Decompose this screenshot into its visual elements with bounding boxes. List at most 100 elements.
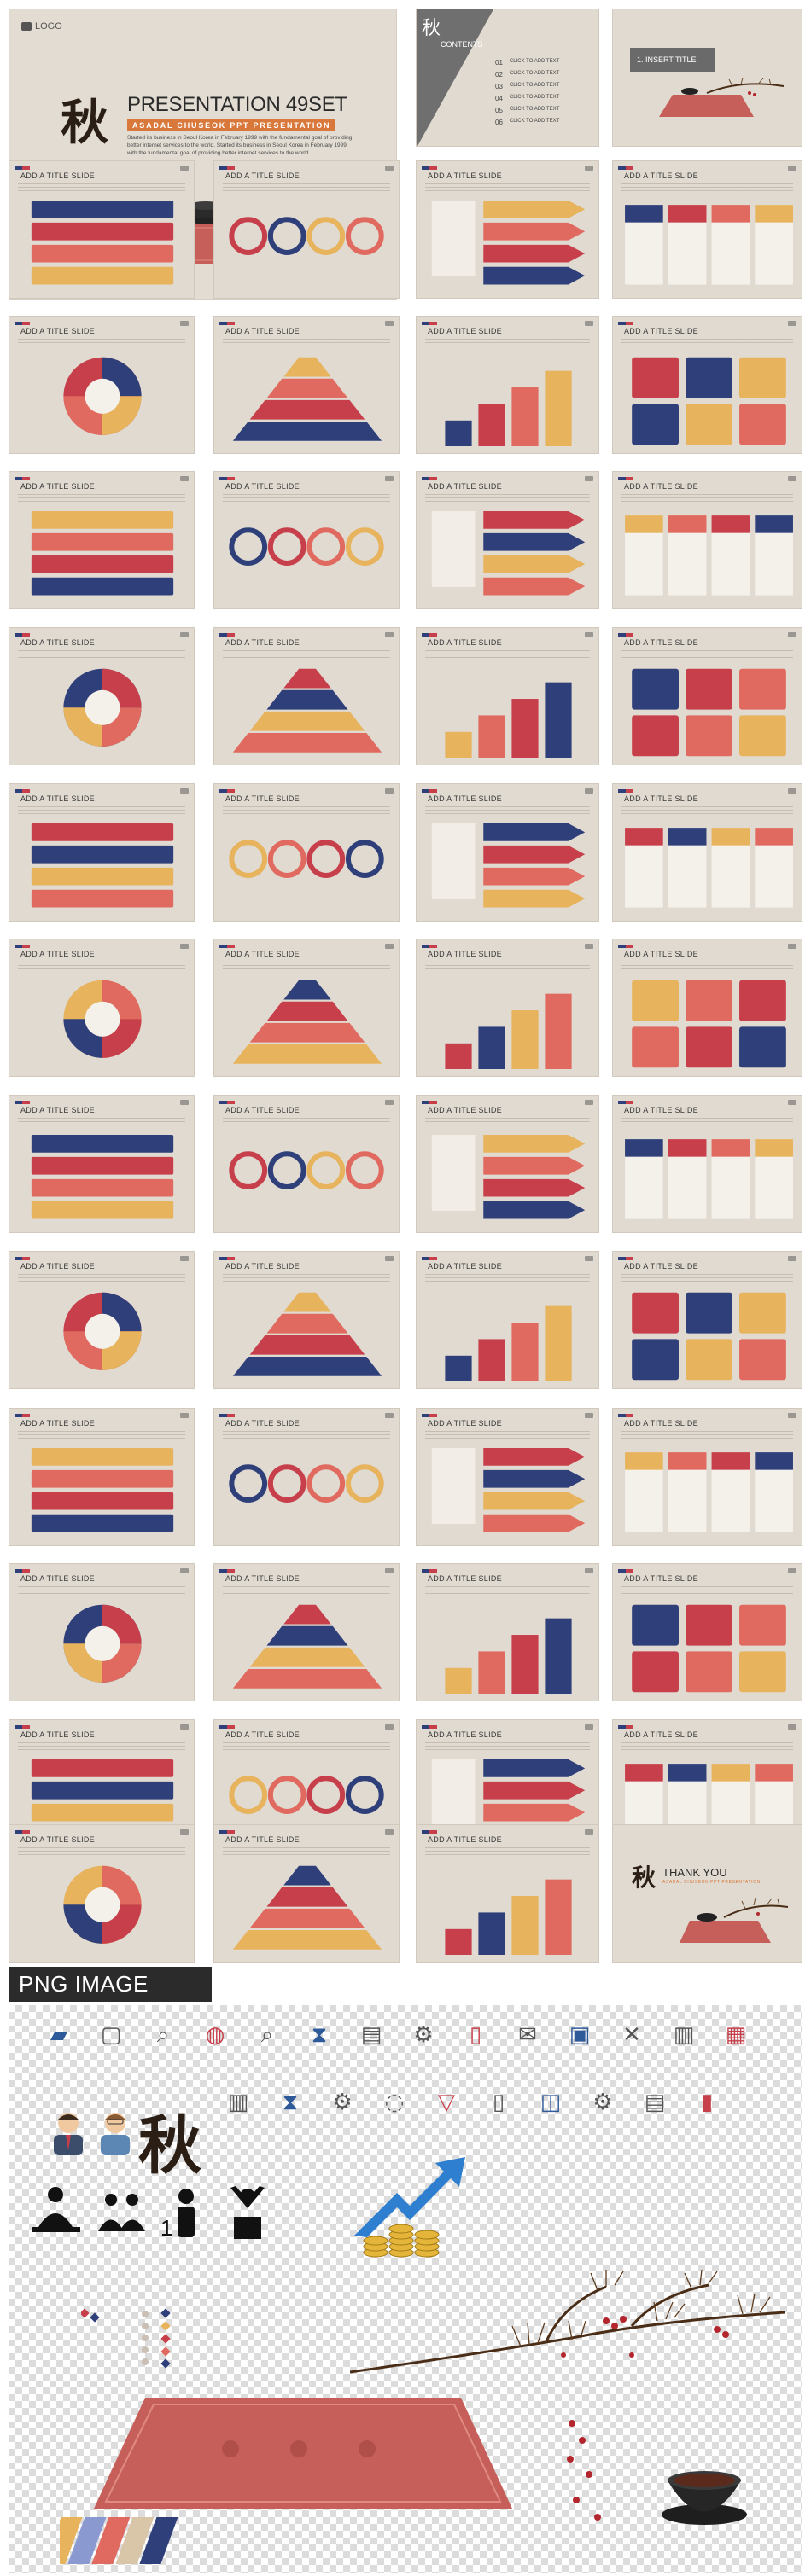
content-slide-thumbnail[interactable]: ADD A TITLE SLIDE <box>213 316 400 454</box>
flag-bar <box>219 1569 235 1573</box>
magnifier-icon: ⌕ <box>156 2021 170 2048</box>
content-slide-thumbnail[interactable]: ADD A TITLE SLIDE <box>213 627 400 765</box>
contents-item[interactable]: 02 CLICK TO ADD TEXT <box>495 71 560 79</box>
tablet-icon: ▣ <box>569 2022 591 2048</box>
flag-bar <box>219 166 235 170</box>
flag-bar <box>422 322 437 325</box>
document-icon: ▤ <box>360 2022 382 2048</box>
slide-title: ADD A TITLE SLIDE <box>20 327 95 335</box>
slide-logo-icon <box>585 1724 593 1730</box>
contents-item[interactable]: 01 CLICK TO ADD TEXT <box>495 59 560 67</box>
content-slide-thumbnail[interactable]: ADD A TITLE SLIDE <box>213 471 400 609</box>
content-slide-thumbnail[interactable]: ADD A TITLE SLIDE <box>416 160 599 299</box>
slide-graphic <box>63 1865 142 1944</box>
slide-body-text <box>425 339 590 347</box>
content-slide-thumbnail[interactable]: ADD A TITLE SLIDE <box>9 316 195 454</box>
content-slide-thumbnail[interactable]: ADD A TITLE SLIDE <box>9 939 195 1077</box>
content-slide-thumbnail[interactable]: ADD A TITLE SLIDE <box>612 316 802 454</box>
content-slide-thumbnail[interactable]: ADD A TITLE SLIDE <box>9 627 195 765</box>
slide-body-text <box>621 339 793 347</box>
content-slide-thumbnail[interactable]: ADD A TITLE SLIDE <box>213 1563 400 1701</box>
slide-body-text <box>621 650 793 659</box>
content-slide-thumbnail[interactable]: ADD A TITLE SLIDE <box>9 1824 195 1963</box>
slide-body-text <box>223 494 390 503</box>
thank-you-slide[interactable]: 秋 THANK YOU ASADAL CHUSEOK PPT PRESENTAT… <box>612 1824 802 1963</box>
flag-bar <box>15 166 30 170</box>
flag-bar <box>422 166 437 170</box>
slide-logo-icon <box>180 476 189 481</box>
slide-title: ADD A TITLE SLIDE <box>428 1574 502 1583</box>
content-slide-thumbnail[interactable]: ADD A TITLE SLIDE <box>416 1251 599 1389</box>
content-slide-thumbnail[interactable]: ADD A TITLE SLIDE <box>9 1408 195 1546</box>
content-slide-thumbnail[interactable]: ADD A TITLE SLIDE <box>9 1095 195 1233</box>
content-slide-thumbnail[interactable]: ADD A TITLE SLIDE <box>213 1824 400 1963</box>
flag-bar <box>15 1414 30 1417</box>
content-slide-thumbnail[interactable]: ADD A TITLE SLIDE <box>416 627 599 765</box>
flag-bar <box>219 789 235 793</box>
content-slide-thumbnail[interactable]: ADD A TITLE SLIDE <box>416 1408 599 1546</box>
content-slide-thumbnail[interactable]: ADD A TITLE SLIDE <box>612 1563 802 1701</box>
content-slide-thumbnail[interactable]: ADD A TITLE SLIDE <box>612 160 802 299</box>
slide-logo-icon <box>385 1724 394 1730</box>
color-swatch-tags <box>81 2308 171 2369</box>
slide-title: ADD A TITLE SLIDE <box>428 172 502 180</box>
slide-body-text <box>425 1274 590 1282</box>
content-slide-thumbnail[interactable]: ADD A TITLE SLIDE <box>612 471 802 609</box>
slide-title: ADD A TITLE SLIDE <box>428 1106 502 1114</box>
content-slide-thumbnail[interactable]: ADD A TITLE SLIDE <box>213 160 400 299</box>
contents-calligraphy: 秋 <box>422 18 441 39</box>
slide-body-text <box>223 339 390 347</box>
slide-logo-icon <box>585 1100 593 1105</box>
content-slide-thumbnail[interactable]: ADD A TITLE SLIDE <box>416 783 599 922</box>
contents-item[interactable]: 04 CLICK TO ADD TEXT <box>495 95 560 102</box>
flag-bar <box>422 1569 437 1573</box>
content-slide-thumbnail[interactable]: ADD A TITLE SLIDE <box>9 160 195 299</box>
contents-slide[interactable]: 秋 CONTENTS 01 CLICK TO ADD TEXT 02 CLICK T… <box>416 9 599 147</box>
slide-title: ADD A TITLE SLIDE <box>428 327 502 335</box>
slide-title: ADD A TITLE SLIDE <box>624 638 698 647</box>
slide-logo-icon <box>585 788 593 794</box>
content-slide-thumbnail[interactable]: ADD A TITLE SLIDE <box>416 316 599 454</box>
content-slide-thumbnail[interactable]: ADD A TITLE SLIDE <box>612 1095 802 1233</box>
content-slide-thumbnail[interactable]: ADD A TITLE SLIDE <box>9 783 195 922</box>
contents-list: 01 CLICK TO ADD TEXT 02 CLICK TO ADD TEXT … <box>495 59 559 131</box>
contents-item[interactable]: 06 CLICK TO ADD TEXT <box>495 119 560 126</box>
content-slide-thumbnail[interactable]: ADD A TITLE SLIDE <box>416 1824 599 1963</box>
flag-bar <box>422 1101 437 1104</box>
content-slide-thumbnail[interactable]: ADD A TITLE SLIDE <box>416 1095 599 1233</box>
content-slide-thumbnail[interactable]: ADD A TITLE SLIDE <box>213 939 400 1077</box>
content-slide-thumbnail[interactable]: ADD A TITLE SLIDE <box>416 471 599 609</box>
slide-body-text <box>223 1742 390 1751</box>
content-slide-thumbnail[interactable]: ADD A TITLE SLIDE <box>612 1251 802 1389</box>
content-slide-thumbnail[interactable]: ADD A TITLE SLIDE <box>612 939 802 1077</box>
content-slide-thumbnail[interactable]: ADD A TITLE SLIDE <box>9 1563 195 1701</box>
content-slide-thumbnail[interactable]: ADD A TITLE SLIDE <box>9 471 195 609</box>
slide-graphic <box>232 668 382 753</box>
content-slide-thumbnail[interactable]: ADD A TITLE SLIDE <box>9 1251 195 1389</box>
content-slide-thumbnail[interactable]: ADD A TITLE SLIDE <box>612 783 802 922</box>
content-slide-thumbnail[interactable]: ADD A TITLE SLIDE <box>416 939 599 1077</box>
slide-title: ADD A TITLE SLIDE <box>20 638 95 647</box>
content-slide-thumbnail[interactable]: ADD A TITLE SLIDE <box>612 1408 802 1546</box>
slide-body-text <box>223 650 390 659</box>
content-slide-thumbnail[interactable]: ADD A TITLE SLIDE <box>213 783 400 922</box>
contents-item[interactable]: 05 CLICK TO ADD TEXT <box>495 107 560 114</box>
globe-icon: ◍ <box>205 2022 225 2048</box>
section-title-slide[interactable]: 1. INSERT TITLE <box>612 9 802 147</box>
slide-body-text <box>425 494 590 503</box>
flag-bar <box>15 322 30 325</box>
content-slide-thumbnail[interactable]: ADD A TITLE SLIDE <box>213 1095 400 1233</box>
flag-bar <box>15 945 30 948</box>
content-slide-thumbnail[interactable]: ADD A TITLE SLIDE <box>213 1408 400 1546</box>
slide-body-text <box>425 650 590 659</box>
content-slide-thumbnail[interactable]: ADD A TITLE SLIDE <box>213 1251 400 1389</box>
slide-title: ADD A TITLE SLIDE <box>225 794 300 803</box>
slide-graphic <box>632 668 786 757</box>
contents-item[interactable]: 03 CLICK TO ADD TEXT <box>495 83 560 90</box>
slide-graphic <box>632 357 786 445</box>
slide-graphic <box>63 357 142 435</box>
slide-title: ADD A TITLE SLIDE <box>624 172 698 180</box>
content-slide-thumbnail[interactable]: ADD A TITLE SLIDE <box>612 627 802 765</box>
slide-logo-icon <box>788 1256 796 1261</box>
content-slide-thumbnail[interactable]: ADD A TITLE SLIDE <box>416 1563 599 1701</box>
